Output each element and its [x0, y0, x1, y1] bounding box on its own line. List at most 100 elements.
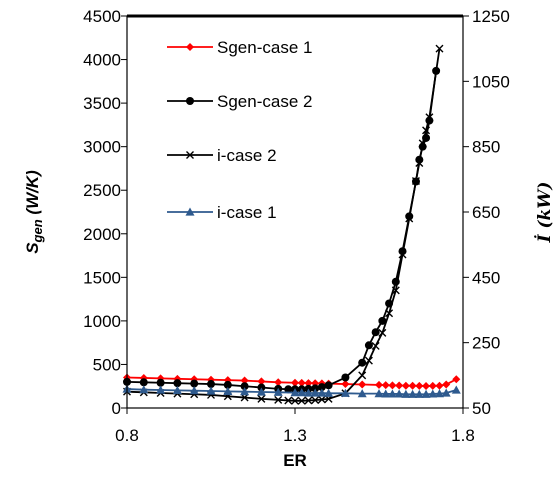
y-right-axis-title-main: İ	[534, 233, 555, 243]
y-right-tick-label: 50	[472, 399, 491, 418]
legend: Sgen-case 1 Sgen-case 2 i-case 2 i-case 1	[167, 38, 312, 222]
data-point-i-case-2	[411, 176, 420, 185]
y-left-tick-label: 4000	[83, 51, 121, 70]
data-point-sgen-case-2	[207, 380, 215, 389]
y-left-axis-title: Sgen (W/K)	[23, 170, 45, 254]
y-right-tick-label: 250	[472, 334, 500, 353]
data-point-i-case-1	[290, 388, 300, 397]
data-point-i-case-1	[374, 389, 384, 398]
data-point-sgen-case-2	[240, 382, 249, 391]
series-line-i-case-2	[126, 48, 441, 402]
data-point-sgen-case-1	[428, 381, 437, 390]
data-point-i-case-2	[422, 126, 431, 135]
y-left-tick-label: 2000	[83, 225, 121, 244]
data-point-i-case-1	[451, 385, 461, 394]
y-right-tick-label: 1250	[472, 7, 510, 26]
legend-label: i-case 2	[217, 146, 277, 165]
data-point-i-case-1	[317, 388, 327, 397]
y-right-tick-label: 1050	[472, 72, 510, 91]
legend-swatch-marker	[186, 43, 194, 51]
axis-ticks	[121, 15, 469, 414]
tick-labels: 0 500 1000 1500 2000 2500 3000 3500 4000 4500 50 25…	[83, 7, 510, 445]
y-left-tick-label: 500	[93, 355, 121, 374]
y-right-tick-label: 450	[472, 268, 500, 287]
legend-label: Sgen-case 1	[217, 38, 312, 57]
data-point-i-case-1	[256, 387, 266, 396]
data-point-i-case-1	[172, 385, 182, 394]
data-point-i-case-2	[358, 371, 367, 380]
data-point-sgen-case-1	[358, 380, 367, 389]
data-point-i-case-2	[425, 113, 434, 122]
data-point-i-case-1	[441, 388, 451, 397]
data-point-sgen-case-2	[317, 383, 326, 392]
legend-swatch-marker	[185, 207, 195, 216]
data-point-sgen-case-1	[452, 375, 461, 384]
data-point-i-case-1	[401, 389, 411, 398]
data-point-sgen-case-2	[223, 380, 232, 389]
data-point-i-case-1	[139, 385, 149, 394]
data-point-i-case-1	[394, 389, 404, 398]
legend-label: i-case 1	[217, 203, 277, 222]
data-point-sgen-case-2	[190, 379, 199, 388]
data-point-sgen-case-2	[311, 384, 320, 393]
data-point-i-case-2	[385, 309, 394, 318]
data-point-i-case-1	[381, 389, 391, 398]
y-right-axis-title: İ (kW)	[534, 182, 555, 244]
data-point-sgen-case-2	[156, 378, 165, 387]
y-left-tick-label: 3500	[83, 94, 121, 113]
data-point-i-case-2	[418, 139, 427, 148]
data-point-sgen-case-1	[388, 381, 397, 390]
data-point-sgen-case-1	[304, 379, 313, 388]
data-point-i-case-2	[284, 396, 293, 405]
data-point-sgen-case-1	[395, 381, 404, 390]
data-point-i-case-2	[311, 396, 320, 405]
data-point-sgen-case-2	[324, 381, 333, 390]
y-right-axis-title-units: (kW)	[535, 182, 555, 235]
data-point-i-case-2	[297, 396, 306, 405]
data-point-i-case-1	[310, 388, 320, 397]
data-point-sgen-case-1	[341, 380, 350, 389]
y-left-tick-label: 0	[112, 399, 121, 418]
data-point-i-case-2	[415, 159, 424, 167]
legend-item-sgen-case-2: Sgen-case 2	[167, 92, 312, 111]
data-point-sgen-case-2	[284, 385, 293, 394]
data-point-i-case-1	[340, 388, 350, 397]
data-point-i-case-2	[371, 341, 380, 350]
data-point-i-case-1	[421, 389, 431, 398]
data-point-sgen-case-1	[381, 381, 390, 390]
data-point-i-case-2	[257, 394, 266, 403]
data-point-sgen-case-1	[375, 380, 383, 389]
data-point-i-case-2	[364, 356, 373, 365]
data-point-i-case-1	[240, 387, 250, 396]
data-point-i-case-2	[391, 286, 400, 295]
legend-item-sgen-case-1: Sgen-case 1	[167, 38, 312, 57]
data-point-sgen-case-1	[291, 378, 299, 387]
data-point-i-case-1	[428, 389, 438, 398]
data-point-sgen-case-1	[257, 377, 266, 386]
data-point-sgen-case-2	[341, 373, 350, 382]
data-point-i-case-2	[291, 396, 299, 405]
data-point-sgen-case-1	[240, 376, 249, 385]
data-point-sgen-case-1	[274, 378, 283, 387]
data-point-i-case-1	[408, 389, 418, 398]
series-sgen-case-1	[123, 373, 461, 390]
y-left-tick-label: 3000	[83, 138, 121, 157]
data-point-i-case-2	[405, 214, 414, 223]
data-point-i-case-1	[414, 389, 424, 398]
data-point-i-case-1	[206, 386, 216, 395]
x-tick-label: 0.8	[115, 426, 139, 445]
y-left-tick-label: 1500	[83, 268, 121, 287]
data-point-i-case-1	[156, 385, 166, 394]
data-point-i-case-2	[317, 395, 326, 404]
data-point-i-case-1	[189, 386, 199, 395]
data-point-sgen-case-2	[173, 379, 182, 388]
data-point-sgen-case-1	[297, 378, 306, 387]
series-i-case-1	[122, 384, 461, 398]
y-left-axis-title-subscript: gen	[30, 219, 45, 243]
data-point-sgen-case-2	[358, 358, 367, 367]
y-right-tick-label: 850	[472, 138, 500, 157]
y-left-axis-title-units: (W/K)	[23, 170, 42, 219]
y-left-tick-label: 1000	[83, 312, 121, 331]
data-point-sgen-case-2	[364, 341, 373, 350]
